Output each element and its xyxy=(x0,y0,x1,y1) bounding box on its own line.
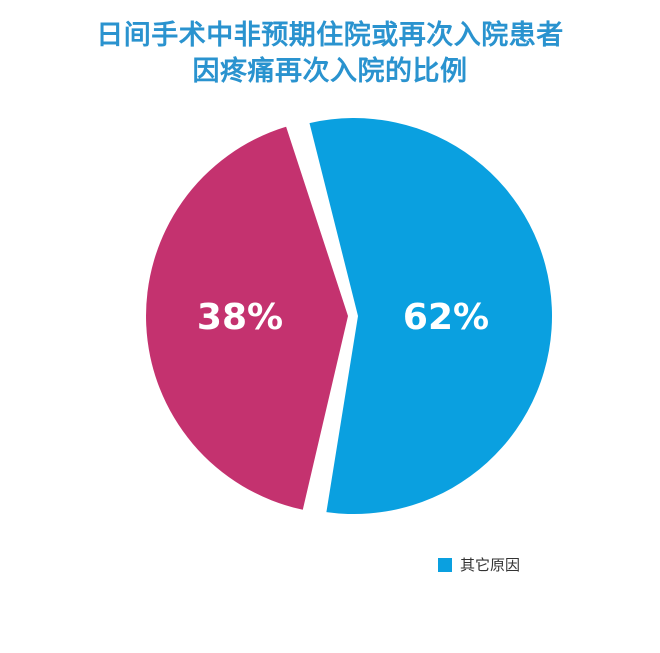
chart-title-line-1: 日间手术中非预期住院或再次入院患者 xyxy=(96,20,564,51)
pie-slice-62 xyxy=(309,118,553,515)
chart-title-line-2: 因疼痛再次入院的比例 xyxy=(192,56,468,87)
chart-title: 日间手术中非预期住院或再次入院患者 因疼痛再次入院的比例 xyxy=(0,18,660,90)
slice-label-38: 38% xyxy=(197,297,283,338)
legend-swatch-icon xyxy=(438,557,452,572)
pie-slice-38 xyxy=(146,126,348,510)
legend: 其它原因 xyxy=(438,554,520,575)
legend-label: 其它原因 xyxy=(460,556,521,574)
slice-label-62: 62% xyxy=(403,297,489,338)
